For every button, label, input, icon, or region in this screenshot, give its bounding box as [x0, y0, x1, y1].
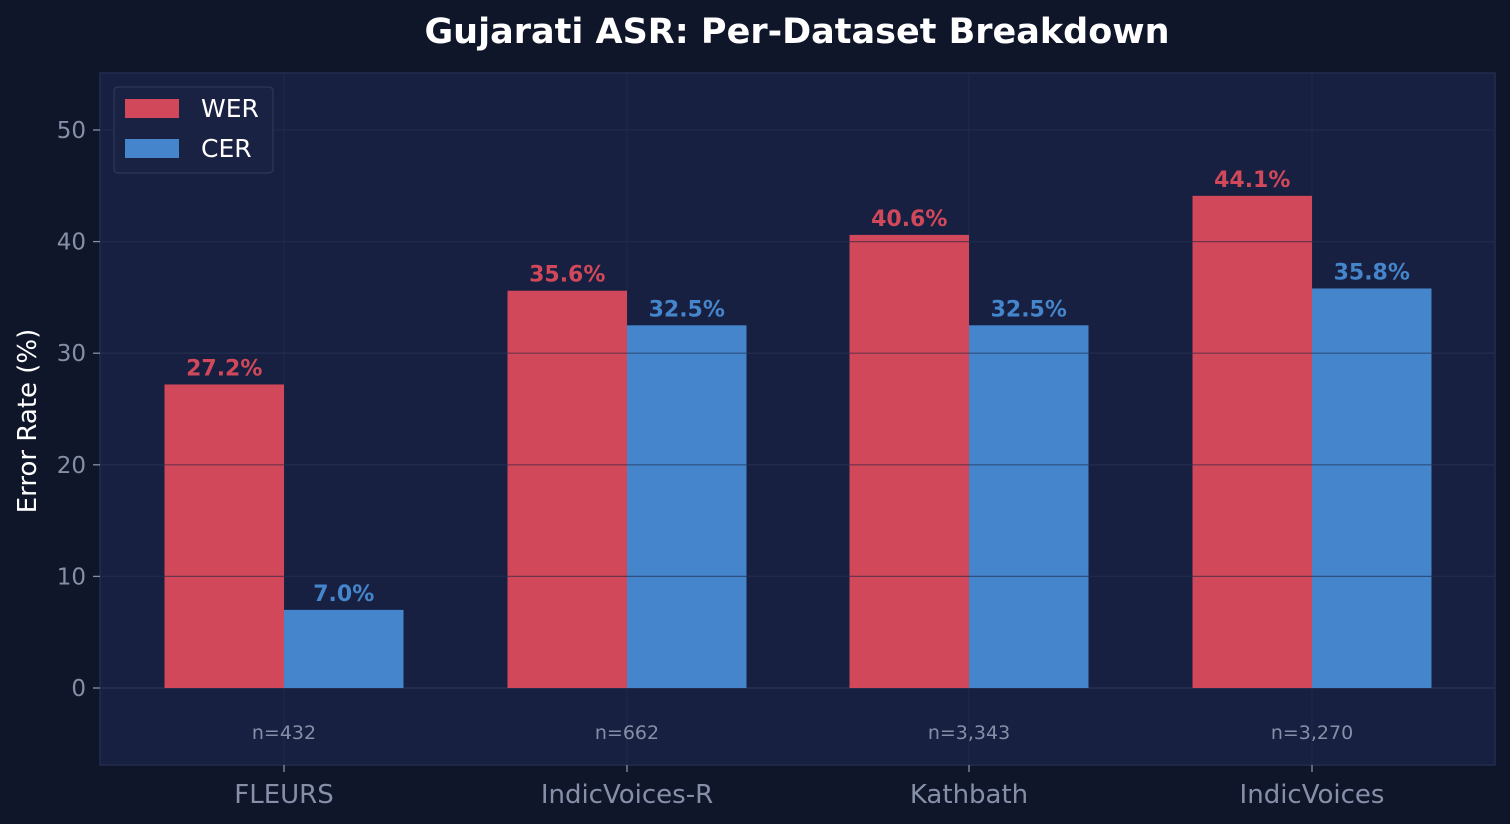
- y-axis-label: Error Rate (%): [13, 329, 43, 514]
- legend-label-wer: WER: [201, 94, 259, 123]
- value-label-wer: 35.6%: [529, 263, 605, 288]
- axes: 0 10 20 30 40 50 FLEURS IndicVoices-R Kathbath In…: [57, 118, 1385, 810]
- bars: [100, 129, 1495, 689]
- bar-wer: [849, 234, 969, 689]
- x-tick-label: IndicVoices-R: [541, 780, 713, 810]
- bar-wer: [507, 290, 627, 688]
- bar-cer: [1312, 288, 1432, 688]
- value-label-cer: 32.5%: [991, 297, 1067, 322]
- bar-wer: [1192, 195, 1312, 688]
- sample-size-label: n=3,270: [1271, 722, 1353, 744]
- y-tick-label: 10: [57, 564, 86, 590]
- legend: WER CER: [113, 86, 274, 174]
- legend-label-cer: CER: [201, 134, 252, 163]
- sample-size-label: n=432: [252, 722, 316, 744]
- bar-cer: [627, 325, 747, 688]
- legend-swatch-cer: [125, 139, 179, 158]
- sample-size-label: n=662: [595, 722, 659, 744]
- x-tick-label: Kathbath: [910, 780, 1028, 810]
- sample-size-label: n=3,343: [928, 722, 1010, 744]
- y-tick-label: 20: [57, 453, 86, 479]
- legend-swatch-wer: [125, 99, 179, 118]
- data-labels: 27.2% 35.6% 40.6% 44.1% 7.0% 32.5% 32.5% 35.8% n…: [186, 168, 1410, 744]
- value-label-wer: 44.1%: [1214, 168, 1290, 193]
- value-label-cer: 32.5%: [649, 297, 725, 322]
- value-label-cer: 35.8%: [1334, 260, 1410, 285]
- bar-cer: [969, 325, 1089, 688]
- y-tick-label: 40: [57, 230, 86, 256]
- x-tick-label: IndicVoices: [1240, 780, 1385, 810]
- value-label-wer: 40.6%: [871, 207, 947, 232]
- value-label-cer: 7.0%: [313, 582, 374, 607]
- y-tick-label: 30: [57, 341, 86, 367]
- y-tick-label: 50: [57, 118, 86, 144]
- bar-cer: [284, 609, 404, 688]
- x-tick-label: FLEURS: [234, 780, 333, 810]
- y-tick-label: 0: [71, 676, 86, 702]
- grid-overlay: [100, 129, 1495, 578]
- bar-wer: [164, 384, 284, 688]
- value-label-wer: 27.2%: [186, 356, 262, 381]
- chart-title: Gujarati ASR: Per-Dataset Breakdown: [424, 12, 1169, 52]
